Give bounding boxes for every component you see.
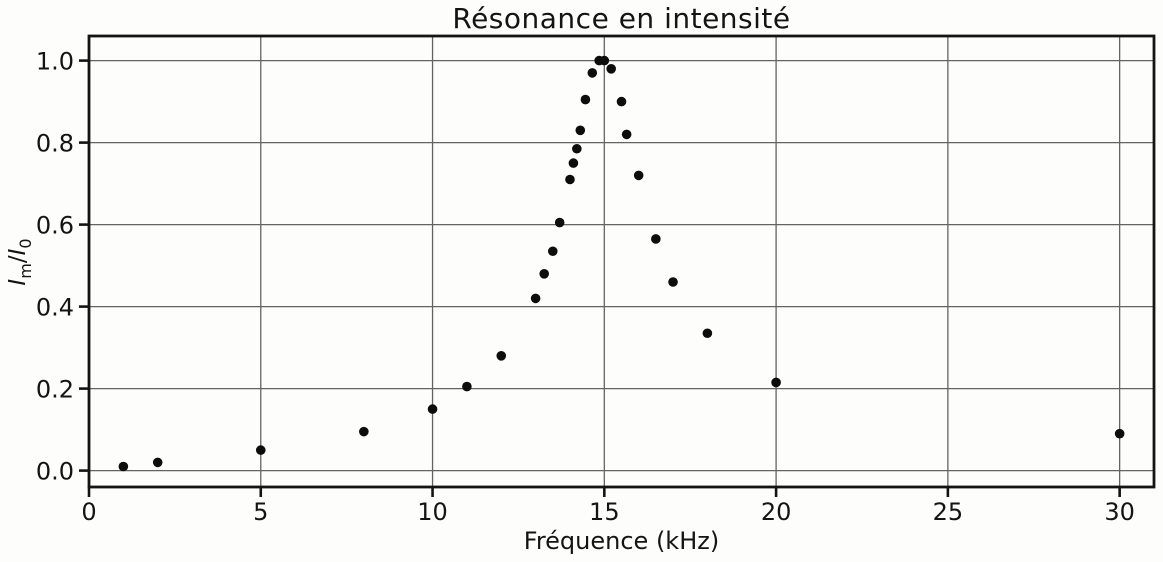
y-tick-label: 0.2 <box>36 376 74 404</box>
data-point <box>651 234 661 244</box>
data-point <box>255 445 266 455</box>
data-point <box>616 96 627 107</box>
x-tick-label: 25 <box>933 498 964 526</box>
y-tick-label: 0.4 <box>36 294 74 322</box>
data-point <box>621 129 632 140</box>
data-point <box>152 457 163 468</box>
data-point <box>702 328 713 339</box>
data-point <box>539 269 550 279</box>
x-tick-label: 30 <box>1104 498 1135 526</box>
data-point <box>599 55 610 66</box>
y-tick-label: 0.8 <box>36 130 74 158</box>
data-point <box>462 381 472 392</box>
x-axis-label: Fréquence (kHz) <box>523 527 720 555</box>
data-point <box>1114 428 1125 439</box>
y-label-slash: / <box>5 255 32 264</box>
x-tick-label: 15 <box>589 498 620 526</box>
y-tick-label: 0.6 <box>36 212 74 240</box>
y-label-denominator-base: I <box>5 248 32 256</box>
y-tick-label: 0.0 <box>36 458 74 486</box>
data-point <box>427 404 438 414</box>
data-point <box>580 94 591 105</box>
data-point <box>554 217 565 228</box>
y-label-numerator-subscript: m <box>15 263 35 279</box>
data-point <box>359 426 369 437</box>
y-tick-label: 1.0 <box>36 48 74 76</box>
data-point <box>565 174 575 185</box>
y-label-denominator-subscript: 0 <box>15 238 35 249</box>
data-point <box>606 64 616 74</box>
chart-title: Résonance en intensité <box>452 2 791 35</box>
data-point <box>587 68 598 78</box>
data-point <box>496 351 507 361</box>
data-point <box>633 170 644 181</box>
data-point <box>668 277 678 287</box>
axes-border <box>87 34 1156 489</box>
data-point <box>530 293 541 304</box>
data-point <box>572 143 582 154</box>
data-point <box>547 246 558 257</box>
x-tick-label: 0 <box>81 498 96 526</box>
x-tick-label: 20 <box>761 498 792 526</box>
y-label-numerator-base: I <box>5 278 32 286</box>
y-axis-label: Im/I0 <box>5 238 35 285</box>
data-point <box>118 461 129 472</box>
x-tick-label: 5 <box>253 498 268 526</box>
data-point <box>575 125 586 136</box>
x-tick-label: 10 <box>417 498 448 526</box>
data-point <box>771 377 781 388</box>
data-point <box>568 158 579 168</box>
